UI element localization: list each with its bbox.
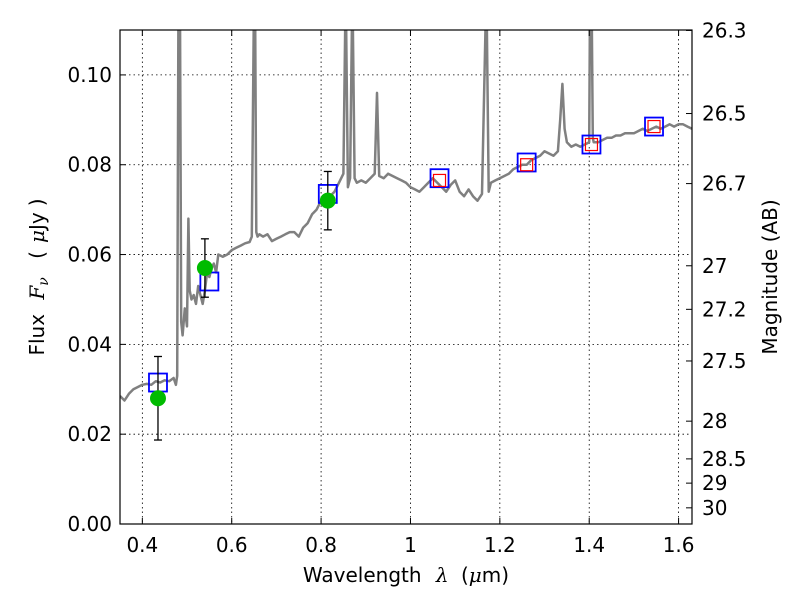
x-tick-label: 0.8 [305,533,337,557]
y-tick-label: 0.08 [67,153,112,177]
right-tick-label: 29 [702,471,727,495]
data-marks [148,116,664,393]
right-tick-label: 26.7 [702,172,747,196]
plot-frame [119,29,693,525]
x-axis-label-open: ( [461,563,469,587]
model-square-mark [644,116,664,137]
observed-point [149,390,166,407]
observed-square-mark [584,137,599,152]
y-axis-label-symbol: F [25,285,49,301]
right-tick-label: 27.2 [702,297,747,321]
model-square-mark [581,134,602,155]
x-axis-label-prefix: Wavelength [303,563,422,587]
x-tick-label: 1.2 [484,533,516,557]
x-axis-label-mu: μ [469,563,482,587]
y-axis-label-unit: Jy [25,212,49,232]
right-tick-label: 28.5 [702,447,747,471]
y-tick-label: 0.10 [67,63,112,87]
spectrum-line [120,30,692,402]
right-tick-label: 26.3 [702,18,747,42]
right-tick-label: 27 [702,254,727,278]
x-tick-label: 1.6 [663,533,695,557]
right-axis-label: Magnitude (AB) [758,199,782,354]
axis-ticks: 0.4 0.6 0.8 1 1.2 1.4 1.6 0.00 0.02 0.04 0.06 0.08 0… [67,18,746,557]
y-axis-label-mu: μ [25,230,49,243]
right-tick-label: 28 [702,409,727,433]
y-tick-label: 0.06 [67,243,112,267]
y-tick-label: 0.02 [67,422,112,446]
right-tick-label: 30 [702,496,727,520]
x-tick-label: 1 [404,533,417,557]
right-tick-label: 27.5 [702,349,747,373]
y-axis-label-close: ) [25,198,49,206]
x-tick-label: 0.4 [126,533,158,557]
y-axis-label: Flux Fν ( μJy) [25,198,53,355]
x-axis-label-unit: m) [482,563,509,587]
observed-square-mark [520,158,534,172]
y-axis-label-sub: ν [36,277,52,286]
observed-square-mark [432,173,447,188]
right-tick-label: 26.5 [702,102,747,126]
y-tick-label: 0.04 [67,332,112,356]
observed-point [319,192,336,209]
observed-dots [149,192,336,407]
model-square-mark [516,152,537,173]
observed-square-mark [647,119,661,134]
observed-point [196,260,213,277]
x-axis-label: Wavelength λ (μm) [303,563,509,587]
y-axis-label-open: ( [25,251,49,259]
x-tick-label: 1.4 [573,533,605,557]
x-tick-label: 0.6 [216,533,248,557]
y-tick-label: 0.00 [67,512,112,536]
model-square-mark [429,168,450,189]
x-axis-label-symbol: λ [435,563,449,587]
y-axis-label-prefix: Flux [25,314,49,356]
plot-background [120,30,692,524]
